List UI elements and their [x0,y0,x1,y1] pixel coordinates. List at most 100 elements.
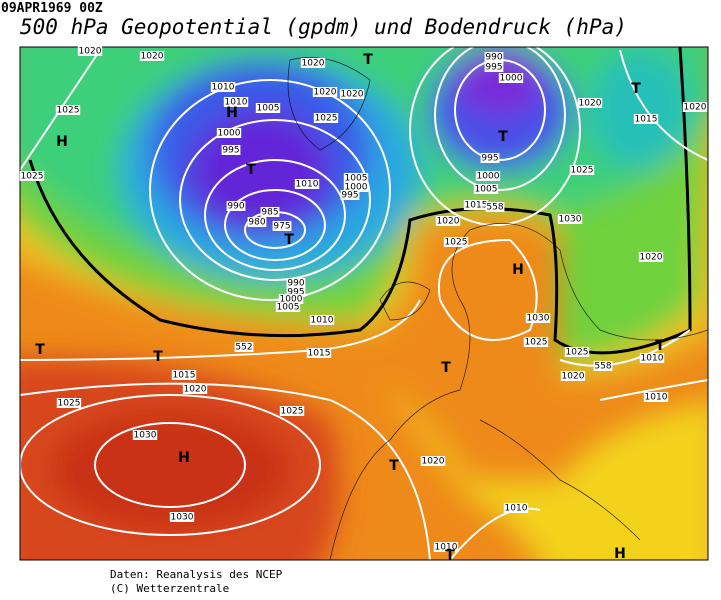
isobar-label: 1015 [635,115,658,125]
source: Daten: Reanalysis des NCEP [110,568,283,581]
label-box [260,207,280,217]
label-box [339,89,365,99]
label-box [560,371,586,381]
pressure-center: T [363,52,373,68]
isobar-label: 1010 [505,504,528,514]
isobar-label: 1015 [308,349,331,359]
label-box [300,58,326,68]
coastlines [287,57,708,560]
isobar-label: 1025 [57,106,80,116]
label-box [56,398,82,408]
isobar-label: 1020 [422,457,445,467]
label-box [169,512,195,522]
label-box [473,184,499,194]
pressure-center: T [35,342,45,358]
label-box [312,87,338,97]
title: 500 hPa Geopotential (gpdm) und Bodendru… [20,15,627,39]
label-box [226,201,246,211]
isobar-label: 995 [481,154,498,164]
isobar-label: 1020 [302,59,325,69]
pressure-center: H [226,105,238,121]
label-box [234,342,254,352]
isobar-label: 1000 [280,295,303,305]
label-box [484,52,504,62]
isobar-label: 990 [227,202,244,212]
pressure-center: T [284,232,294,248]
isobar-label: 1020 [314,88,337,98]
isobar-label: 1005 [277,303,300,313]
label-box [272,221,292,231]
isobar-label: 995 [287,288,304,298]
label-box [638,252,664,262]
isobar-label: 1025 [445,238,468,248]
label-box [498,73,524,83]
label-box [279,406,305,416]
label-box [485,202,505,212]
isobar-label: 1020 [437,217,460,227]
isobar-label: 995 [341,191,358,201]
pressure-center: H [56,134,68,150]
label-box [564,347,590,357]
isobar-label: 980 [248,218,265,228]
isobar-label: 1010 [225,98,248,108]
copyright: (C) Wetterzentrale [110,582,229,595]
label-box [278,294,304,304]
isobar-label: 558 [594,362,611,372]
isobar-label: 985 [261,208,278,218]
isobar-label: 1000 [477,172,500,182]
isobar-label: 1010 [641,354,664,364]
pressure-center: T [498,129,508,145]
isobar-label: 1020 [684,103,707,113]
isobar-label: 1000 [218,129,241,139]
pressure-center: H [614,546,626,562]
isobar-label: 1005 [257,104,280,114]
pressure-center: T [445,548,455,564]
isobar-label: 1025 [571,166,594,176]
label-box [19,171,45,181]
isobar-label: 975 [273,222,290,232]
label-box [309,315,335,325]
date-label: 09APR1969 00Z [1,1,103,16]
isobar-label: 990 [485,53,502,63]
label-box [286,278,306,288]
label-box [639,353,665,363]
label-box [275,302,301,312]
label-box [171,370,197,380]
label-box [286,287,306,297]
pressure-center: T [631,81,641,97]
label-box [210,82,236,92]
label-box [577,98,603,108]
isobar-label: 1020 [141,52,164,62]
label-box [463,200,489,210]
isobar-label: 1000 [500,74,523,84]
isobar-label: 1005 [345,174,368,184]
label-box [306,348,332,358]
label-box [343,182,369,192]
isobar-label: 1020 [562,372,585,382]
label-box [55,105,81,115]
isobar-label: 1010 [311,316,334,326]
isobar-label: 995 [485,63,502,73]
label-box [480,153,500,163]
label-box [682,102,708,112]
label-box [223,97,249,107]
isobar-label: 1025 [21,172,44,182]
isobar-label: 1030 [134,431,157,441]
pressure-center: H [512,262,524,278]
label-box [182,384,208,394]
isobar-label: 1000 [345,183,368,193]
isobar-label: 1030 [559,215,582,225]
label-box [484,62,504,72]
label-box [633,114,659,124]
isobar-label: 995 [222,146,239,156]
isobar-label: 1030 [527,314,550,324]
isobar-label: 1005 [475,185,498,195]
label-box [643,392,669,402]
isobar-label: 552 [235,343,252,353]
isobar-label: 1025 [315,114,338,124]
label-box [247,217,267,227]
label-box [132,430,158,440]
